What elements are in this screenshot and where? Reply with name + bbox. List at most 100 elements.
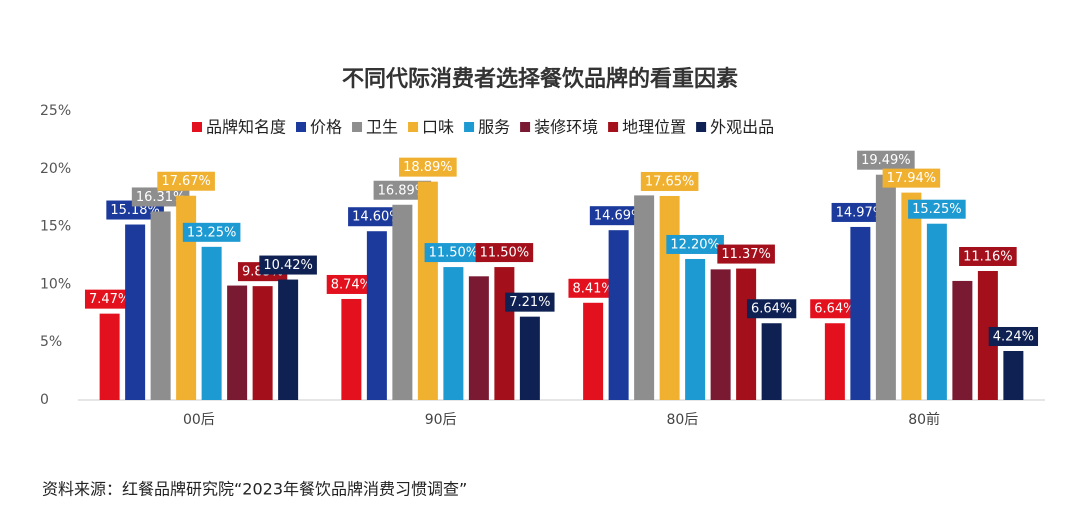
data-label-bg — [182, 222, 241, 242]
chart-title: 不同代际消费者选择餐饮品牌的看重因素 — [342, 66, 738, 92]
y-tick-label: 20% — [40, 161, 71, 177]
bar — [583, 302, 604, 400]
data-label: 10.42% — [263, 258, 313, 273]
data-label-bg — [568, 278, 618, 298]
y-tick-label: 5% — [40, 334, 62, 350]
data-label-bg — [831, 202, 890, 222]
data-label-bg — [882, 168, 941, 188]
bar — [341, 298, 362, 400]
data-label: 14.60% — [352, 210, 402, 225]
data-label: 11.50% — [429, 246, 479, 261]
data-label-bg — [131, 187, 190, 207]
data-label-bg — [157, 171, 215, 191]
legend-label: 外观出品 — [710, 118, 774, 137]
data-label-bg — [475, 243, 534, 263]
data-label-bg — [666, 234, 724, 254]
data-label: 17.67% — [161, 174, 211, 189]
data-label: 12.20% — [670, 237, 720, 252]
data-label-bg — [326, 274, 377, 294]
bar — [150, 211, 171, 400]
data-label-bg — [717, 244, 775, 264]
data-label-bg — [640, 171, 699, 191]
bar — [252, 286, 273, 400]
data-label: 16.31% — [136, 190, 186, 205]
data-label-bg — [505, 292, 555, 312]
bar — [494, 267, 515, 400]
bar — [952, 280, 973, 400]
data-label: 13.25% — [187, 225, 237, 240]
data-label-bg — [399, 157, 457, 177]
legend-label: 品牌知名度 — [206, 118, 286, 137]
data-label: 16.89% — [378, 183, 428, 198]
data-label: 8.41% — [572, 281, 613, 296]
data-label: 14.97% — [836, 205, 886, 220]
data-label-bg — [84, 289, 135, 309]
legend-swatch — [464, 122, 475, 132]
data-label: 17.94% — [887, 171, 937, 186]
bar — [685, 258, 706, 400]
data-label-bg — [424, 243, 483, 263]
legend-swatch — [608, 122, 619, 132]
y-tick-label: 0 — [40, 392, 49, 408]
data-label-bg — [746, 299, 797, 319]
bar — [926, 223, 947, 400]
data-label: 6.64% — [814, 302, 855, 317]
bar — [710, 269, 731, 400]
data-label: 15.25% — [912, 202, 962, 217]
bar — [392, 204, 413, 400]
y-tick-label: 15% — [40, 219, 71, 235]
bar — [824, 323, 845, 400]
bar — [1003, 350, 1024, 400]
data-label: 11.37% — [721, 247, 771, 262]
x-tick-label: 80前 — [908, 411, 940, 428]
data-label: 15.18% — [110, 203, 160, 218]
data-label-bg — [259, 255, 317, 275]
legend-swatch — [192, 122, 202, 132]
data-label-bg — [908, 199, 966, 219]
bar — [468, 276, 489, 400]
bar — [366, 231, 387, 400]
data-label: 4.24% — [993, 329, 1034, 344]
bar — [875, 174, 896, 400]
y-tick-label: 10% — [40, 276, 71, 292]
bar — [659, 195, 680, 400]
bar — [519, 316, 540, 400]
bar — [977, 270, 998, 400]
legend-label: 服务 — [478, 118, 510, 137]
data-label: 6.64% — [751, 302, 792, 317]
bar — [227, 285, 248, 400]
bar — [417, 181, 438, 400]
legend-swatch — [520, 122, 531, 132]
bar — [850, 226, 871, 400]
bar — [278, 279, 299, 400]
bar — [176, 195, 197, 400]
data-label: 19.49% — [861, 153, 911, 168]
data-label: 17.65% — [645, 174, 695, 189]
legend-swatch — [296, 122, 307, 132]
legend-label: 卫生 — [366, 118, 398, 137]
bar — [608, 230, 629, 400]
x-tick-label: 80后 — [666, 412, 698, 428]
data-label-bg — [857, 150, 915, 170]
bar — [99, 313, 120, 400]
data-label: 7.21% — [509, 295, 550, 310]
bar — [201, 246, 222, 400]
data-label: 11.16% — [963, 249, 1013, 264]
bar — [634, 195, 655, 400]
data-label-bg — [589, 206, 648, 226]
x-tick-label: 00后 — [183, 412, 215, 428]
data-label: 18.89% — [403, 160, 453, 175]
data-label-bg — [348, 207, 406, 227]
source-note: 资料来源：红餐品牌研究院“2023年餐饮品牌消费习惯调查” — [42, 480, 467, 499]
bar — [901, 192, 922, 400]
y-tick-label: 25% — [40, 103, 71, 119]
legend-swatch — [696, 122, 707, 132]
data-label: 14.69% — [594, 209, 644, 224]
data-label-bg — [988, 326, 1039, 346]
bar — [125, 224, 146, 400]
data-label: 11.50% — [480, 246, 530, 261]
legend-label: 地理位置 — [622, 118, 686, 137]
data-label-bg — [959, 246, 1017, 266]
legend-label: 价格 — [310, 118, 342, 137]
legend-swatch — [408, 122, 419, 132]
